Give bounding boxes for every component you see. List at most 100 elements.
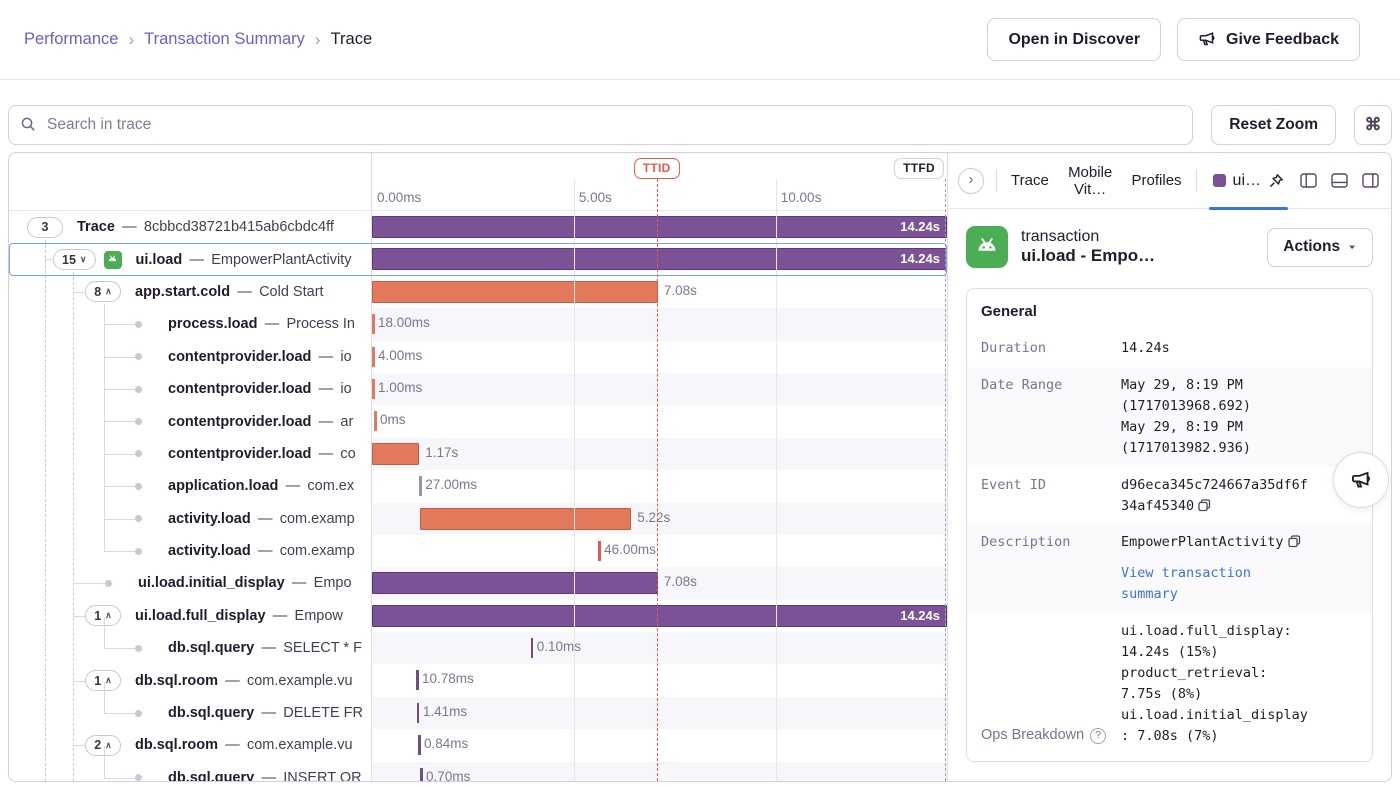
span-row-left[interactable]: contentprovider.load — ar bbox=[9, 405, 372, 438]
span-row-left[interactable]: db.sql.query — DELETE FR bbox=[9, 696, 372, 730]
span-row-contentprovider-load[interactable]: contentprovider.load — io 1.00ms bbox=[9, 372, 947, 406]
span-row-db-sql-room[interactable]: 1 ∧ db.sql.room — com.example.vu 10.78ms bbox=[9, 664, 947, 697]
breadcrumb-transaction-summary[interactable]: Transaction Summary bbox=[144, 30, 305, 48]
expand-collapse-pill[interactable]: 15 ∨ bbox=[53, 249, 96, 271]
tab-mobile-vitals[interactable]: Mobile Vit… bbox=[1063, 160, 1118, 202]
expand-collapse-pill[interactable]: 8 ∧ bbox=[85, 281, 121, 303]
span-row-left[interactable]: contentprovider.load — io bbox=[9, 340, 372, 373]
span-duration-label: 14.24s bbox=[900, 607, 940, 623]
tab-trace[interactable]: Trace bbox=[1009, 168, 1051, 193]
tab-profiles[interactable]: Profiles bbox=[1130, 168, 1184, 193]
span-label: Trace — 8cbbcd38721b415ab6cbdc4ff bbox=[77, 219, 334, 235]
span-label: db.sql.query — INSERT OR bbox=[168, 770, 362, 781]
search-input[interactable] bbox=[8, 105, 1194, 145]
actions-button[interactable]: Actions ▼ bbox=[1267, 227, 1373, 267]
span-row-db-sql-query[interactable]: db.sql.query — SELECT * F 0.10ms bbox=[9, 632, 947, 665]
span-bar[interactable]: 14.24s bbox=[372, 604, 947, 627]
span-row-left[interactable]: 1 ∧ db.sql.room — com.example.vu bbox=[9, 664, 372, 697]
span-row-timeline: 46.00ms bbox=[372, 534, 947, 568]
span-row-ui-load-full-display[interactable]: 1 ∧ ui.load.full_display — Empow 14.24s bbox=[9, 599, 947, 633]
date-range-value: May 29, 8:19 PM (1717013968.692) May 29,… bbox=[1121, 376, 1252, 456]
reset-zoom-button[interactable]: Reset Zoom bbox=[1211, 105, 1336, 145]
span-row-app-start-cold[interactable]: 8 ∧ app.start.cold — Cold Start 7.08s bbox=[9, 275, 947, 309]
span-description: — com.ex bbox=[278, 478, 355, 495]
expand-collapse-pill[interactable]: 3 bbox=[27, 216, 63, 238]
expand-collapse-pill[interactable]: 1 ∧ bbox=[85, 670, 121, 692]
span-duration-label: 4.00ms bbox=[378, 347, 423, 363]
span-row-process-load[interactable]: process.load — Process In 18.00ms bbox=[9, 308, 947, 341]
span-label: db.sql.query — SELECT * F bbox=[168, 640, 362, 656]
ops-breakdown-label: Ops Breakdown ? bbox=[981, 724, 1121, 746]
span-op: db.sql.room bbox=[135, 672, 218, 689]
span-row-contentprovider-load[interactable]: contentprovider.load — ar 0ms bbox=[9, 405, 947, 438]
ttfd-badge[interactable]: TTFD bbox=[894, 158, 944, 179]
span-row-left[interactable]: 1 ∧ ui.load.full_display — Empow bbox=[9, 599, 372, 633]
view-transaction-summary-link[interactable]: View transaction summary bbox=[1121, 565, 1252, 603]
span-row-left[interactable]: 15 ∨ ui.load — EmpowerPlantActivity bbox=[9, 243, 372, 276]
span-row-db-sql-query[interactable]: db.sql.query — DELETE FR 1.41ms bbox=[9, 696, 947, 730]
copy-icon[interactable] bbox=[1284, 535, 1301, 551]
span-row-left[interactable]: db.sql.query — INSERT OR bbox=[9, 761, 372, 781]
span-row-application-load[interactable]: application.load — com.ex 27.00ms bbox=[9, 470, 947, 503]
pin-icon[interactable] bbox=[1268, 173, 1284, 189]
span-op: contentprovider.load bbox=[168, 381, 312, 398]
span-bar[interactable] bbox=[372, 442, 420, 465]
span-dot bbox=[135, 515, 142, 523]
span-row-timeline: 4.00ms bbox=[372, 340, 947, 373]
expand-panel-button[interactable]: › bbox=[958, 167, 984, 194]
search-box bbox=[8, 105, 1194, 145]
span-row-ui-load-initial-display[interactable]: ui.load.initial_display — Empo 7.08s bbox=[9, 567, 947, 600]
span-row-contentprovider-load[interactable]: contentprovider.load — co 1.17s bbox=[9, 437, 947, 471]
span-row-left[interactable]: process.load — Process In bbox=[9, 308, 372, 341]
span-bar[interactable] bbox=[372, 572, 658, 595]
chevron-down-icon: ∨ bbox=[79, 254, 87, 265]
span-description: — io bbox=[311, 381, 352, 398]
span-row-left[interactable]: ui.load.initial_display — Empo bbox=[9, 567, 372, 600]
expand-collapse-pill[interactable]: 2 ∧ bbox=[85, 734, 121, 756]
tab-ui-load-active[interactable]: ui… bbox=[1208, 153, 1288, 210]
dock-bottom-icon[interactable] bbox=[1331, 173, 1348, 188]
span-op: contentprovider.load bbox=[168, 445, 312, 462]
copy-icon[interactable] bbox=[1194, 498, 1211, 515]
span-row-left[interactable]: 8 ∧ app.start.cold — Cold Start bbox=[9, 275, 372, 309]
span-bar[interactable] bbox=[420, 507, 632, 530]
span-row-left[interactable]: activity.load — com.examp bbox=[9, 534, 372, 568]
span-dot bbox=[135, 709, 142, 717]
span-row-left[interactable]: 3 Trace — 8cbbcd38721b415ab6cbdc4ff bbox=[9, 211, 372, 244]
span-row-left[interactable]: contentprovider.load — co bbox=[9, 437, 372, 471]
ttid-badge[interactable]: TTID bbox=[633, 158, 680, 179]
span-row-contentprovider-load[interactable]: contentprovider.load — io 4.00ms bbox=[9, 340, 947, 373]
span-row-left[interactable]: db.sql.query — SELECT * F bbox=[9, 632, 372, 665]
span-tick bbox=[416, 702, 420, 723]
span-row-left[interactable]: activity.load — com.examp bbox=[9, 502, 372, 535]
span-row-trace[interactable]: 3 Trace — 8cbbcd38721b415ab6cbdc4ff 14.24s bbox=[9, 211, 947, 244]
breadcrumb-performance[interactable]: Performance bbox=[24, 30, 119, 48]
expand-collapse-pill[interactable]: 1 ∧ bbox=[85, 605, 121, 627]
span-row-left[interactable]: application.load — com.ex bbox=[9, 470, 372, 503]
span-bar[interactable]: 14.24s bbox=[372, 248, 947, 271]
span-duration-label: 0.10ms bbox=[536, 639, 581, 655]
command-shortcut-button[interactable]: ⌘ bbox=[1354, 105, 1392, 145]
span-row-left[interactable]: contentprovider.load — io bbox=[9, 372, 372, 406]
span-description: — co bbox=[311, 445, 356, 462]
feedback-float-button[interactable] bbox=[1333, 452, 1389, 508]
span-row-db-sql-query[interactable]: db.sql.query — INSERT OR 0.70ms bbox=[9, 761, 947, 781]
chevron-up-icon: ∧ bbox=[105, 675, 112, 686]
span-row-left[interactable]: 2 ∧ db.sql.room — com.example.vu bbox=[9, 729, 372, 762]
span-duration-label: 0ms bbox=[380, 412, 406, 428]
open-in-discover-button[interactable]: Open in Discover bbox=[987, 18, 1162, 61]
dock-right-icon[interactable] bbox=[1362, 173, 1379, 188]
give-feedback-button[interactable]: Give Feedback bbox=[1177, 18, 1360, 61]
chevron-up-icon: ∧ bbox=[105, 610, 112, 621]
span-row-ui-load[interactable]: 15 ∨ ui.load — EmpowerPlantActivity 14.24s bbox=[9, 243, 947, 276]
span-bar[interactable]: 14.24s bbox=[372, 216, 947, 238]
span-row-db-sql-room[interactable]: 2 ∧ db.sql.room — com.example.vu 0.84ms bbox=[9, 729, 947, 762]
span-row-activity-load[interactable]: activity.load — com.examp 46.00ms bbox=[9, 534, 947, 568]
span-bar[interactable] bbox=[372, 280, 658, 303]
span-op: db.sql.room bbox=[135, 737, 218, 754]
span-row-activity-load[interactable]: activity.load — com.examp 5.22s bbox=[9, 502, 947, 535]
dock-left-icon[interactable] bbox=[1300, 173, 1317, 188]
help-icon[interactable]: ? bbox=[1090, 727, 1107, 744]
span-label: activity.load — com.examp bbox=[168, 511, 355, 527]
android-icon bbox=[966, 226, 1008, 268]
